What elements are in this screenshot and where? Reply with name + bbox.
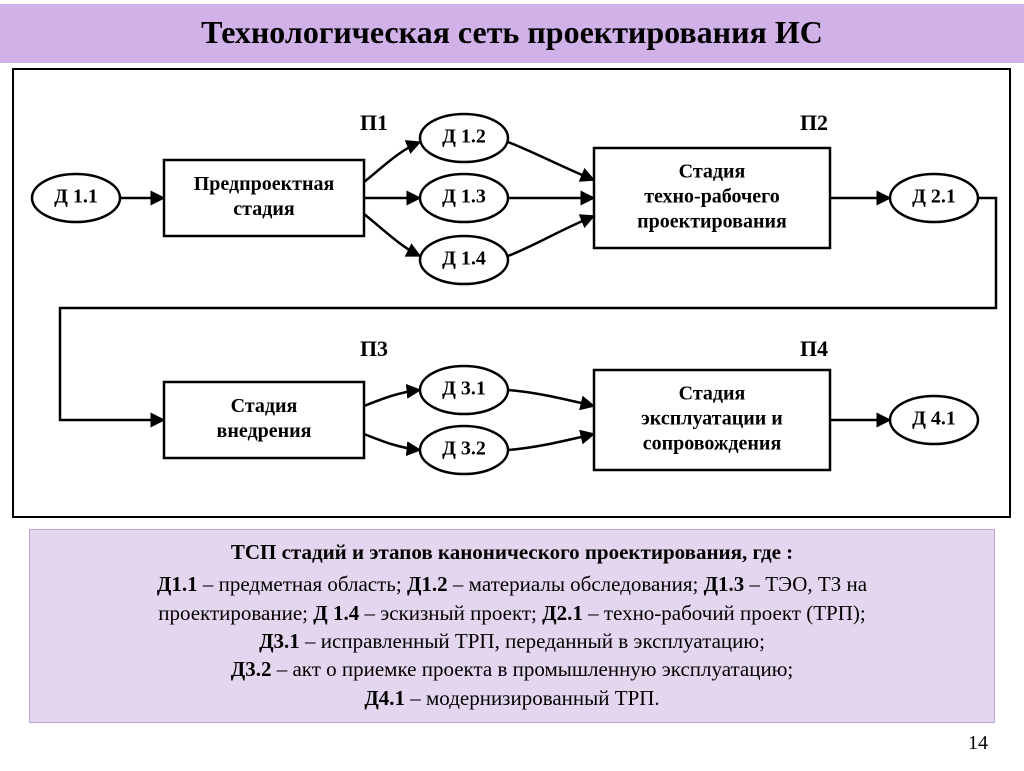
page-number: 14 xyxy=(968,732,988,755)
svg-text:сопровождения: сопровождения xyxy=(643,433,782,455)
legend-body: Д1.1 – предметная область; Д1.2 – матери… xyxy=(44,570,980,712)
svg-text:эксплуатации и: эксплуатации и xyxy=(641,408,783,430)
svg-text:Д 4.1: Д 4.1 xyxy=(912,408,956,430)
svg-text:Стадия: Стадия xyxy=(679,383,746,405)
legend-box: ТСП стадий и этапов канонического проект… xyxy=(29,529,995,723)
svg-text:Стадия: Стадия xyxy=(679,161,746,183)
svg-text:проектирования: проектирования xyxy=(637,211,787,233)
flow-diagram: Предпроектная стадия П1 Стадия техно-рабочег… xyxy=(14,70,1013,520)
svg-text:Д 3.2: Д 3.2 xyxy=(442,438,486,460)
legend-title: ТСП стадий и этапов канонического проект… xyxy=(44,538,980,566)
page-title: Технологическая сеть проектирования ИС xyxy=(0,4,1024,63)
svg-text:стадия: стадия xyxy=(233,198,295,220)
diagram-frame: Предпроектная стадия П1 Стадия техно-рабочег… xyxy=(12,68,1011,518)
svg-text:Д 1.3: Д 1.3 xyxy=(442,186,486,208)
svg-text:Д 1.4: Д 1.4 xyxy=(442,248,486,270)
svg-text:Д 1.2: Д 1.2 xyxy=(442,126,486,148)
svg-text:П3: П3 xyxy=(360,336,388,361)
svg-text:П4: П4 xyxy=(800,336,828,361)
svg-text:Д 3.1: Д 3.1 xyxy=(442,378,486,400)
svg-text:П1: П1 xyxy=(360,110,388,135)
svg-text:П2: П2 xyxy=(800,110,828,135)
svg-text:Стадия: Стадия xyxy=(231,395,298,417)
svg-text:внедрения: внедрения xyxy=(217,420,312,442)
svg-text:Предпроектная: Предпроектная xyxy=(194,173,335,195)
svg-text:Д 2.1: Д 2.1 xyxy=(912,186,956,208)
title-text: Технологическая сеть проектирования ИС xyxy=(201,14,823,50)
svg-text:техно-рабочего: техно-рабочего xyxy=(644,186,780,208)
svg-text:Д 1.1: Д 1.1 xyxy=(54,186,98,208)
